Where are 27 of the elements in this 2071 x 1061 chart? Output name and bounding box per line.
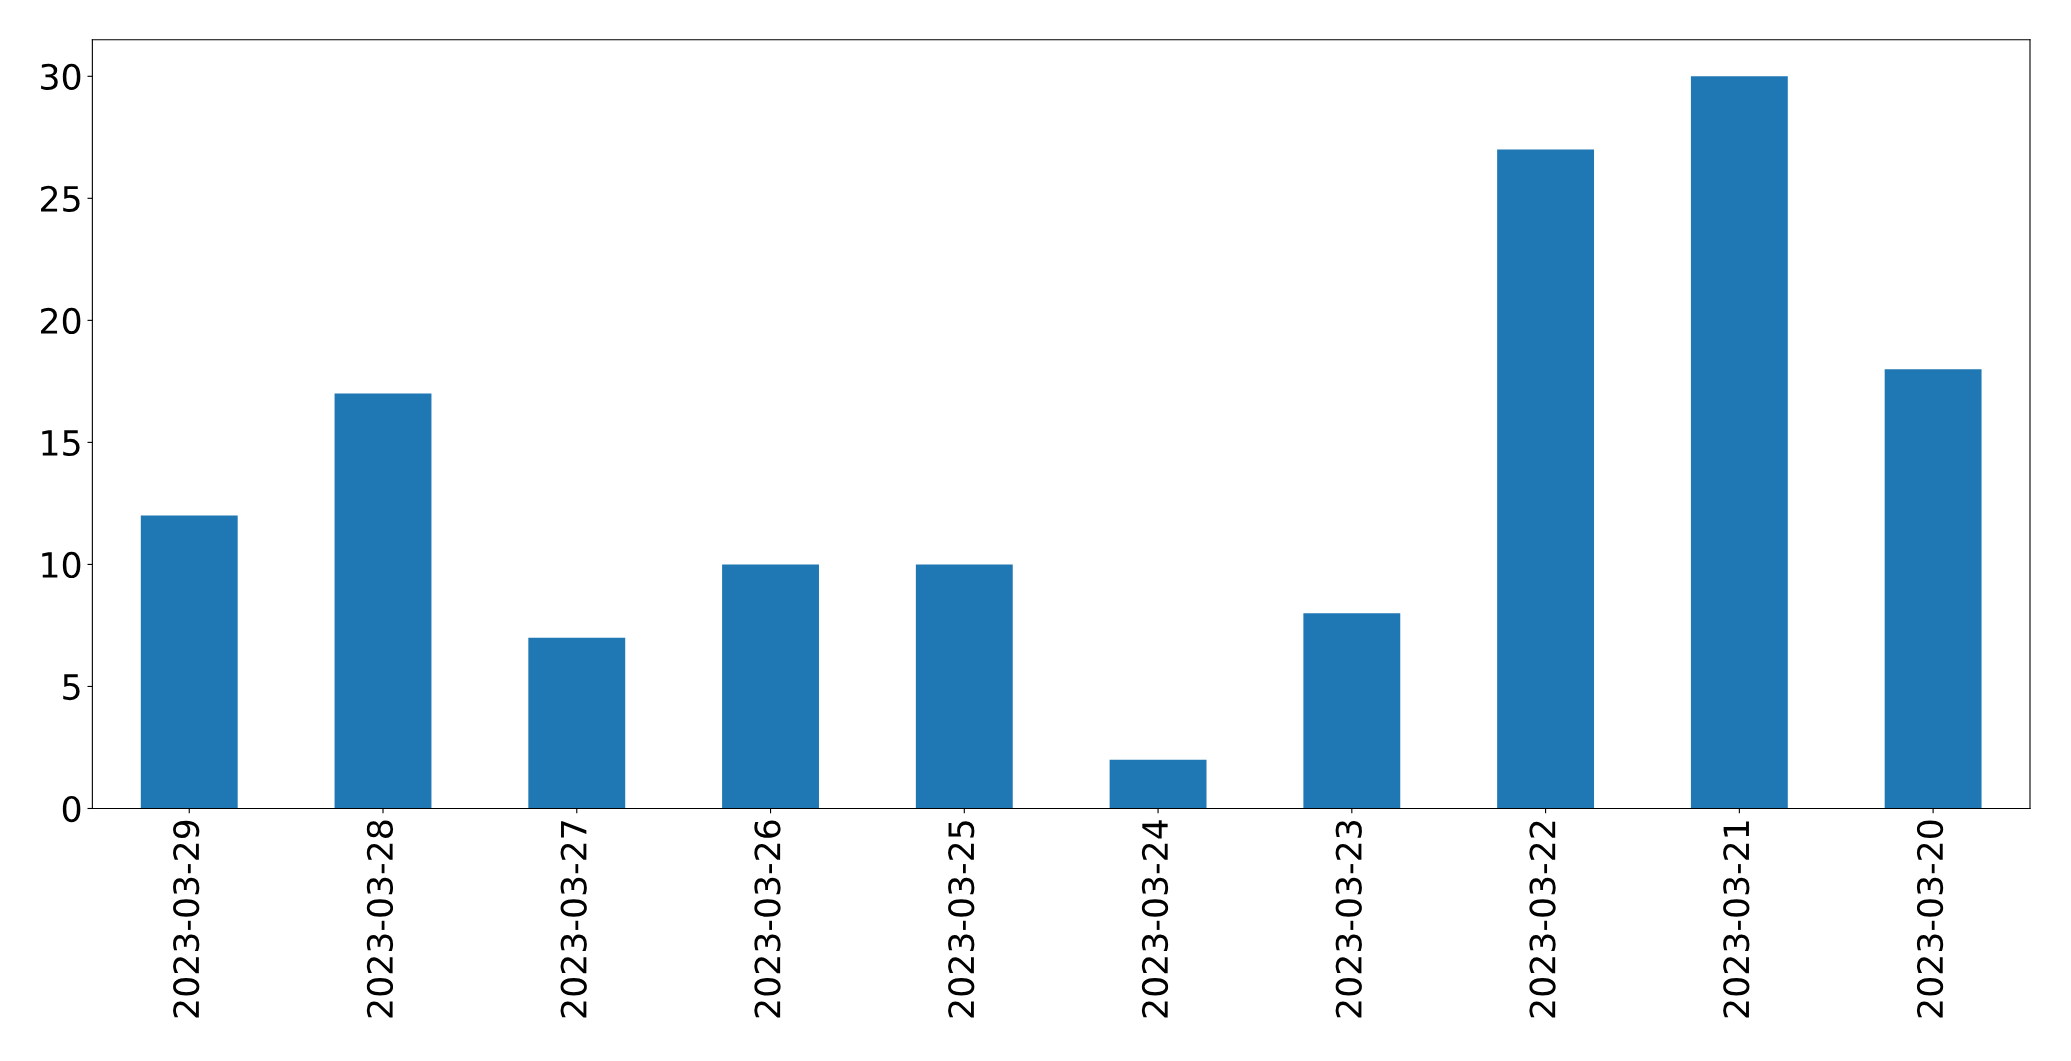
bar bbox=[1497, 149, 1595, 809]
y-tick-label: 10 bbox=[42, 551, 81, 579]
x-tick-label: 2023-03-24 bbox=[1141, 820, 1169, 1018]
x-tick-label: 2023-03-28 bbox=[366, 820, 394, 1018]
x-tick-label: 2023-03-22 bbox=[1529, 821, 1556, 1018]
x-tick-label: 2023-03-26 bbox=[754, 820, 781, 1018]
bar bbox=[722, 564, 819, 809]
x-tick-label: 2023-03-23 bbox=[1335, 820, 1362, 1018]
y-tick-label: 30 bbox=[41, 63, 81, 90]
y-tick-label: 5 bbox=[63, 674, 80, 701]
bar bbox=[1303, 613, 1401, 809]
bar bbox=[1884, 369, 1982, 809]
y-tick-label: 0 bbox=[62, 795, 81, 823]
x-tick-label: 2023-03-27 bbox=[560, 821, 587, 1018]
x-tick-label: 2023-03-20 bbox=[1916, 820, 1944, 1018]
bar bbox=[334, 393, 432, 809]
x-tick-label: 2023-03-29 bbox=[173, 820, 200, 1018]
y-tick-label: 15 bbox=[42, 430, 80, 457]
bar bbox=[1109, 759, 1207, 809]
y-tick-label: 20 bbox=[41, 307, 81, 335]
bar bbox=[140, 515, 238, 809]
bar bbox=[1690, 76, 1788, 809]
y-tick-label: 25 bbox=[41, 185, 80, 213]
x-tick-label: 2023-03-25 bbox=[948, 821, 975, 1018]
bar bbox=[915, 564, 1013, 809]
x-tick-label: 2023-03-21 bbox=[1723, 821, 1750, 1018]
bar bbox=[528, 637, 626, 809]
